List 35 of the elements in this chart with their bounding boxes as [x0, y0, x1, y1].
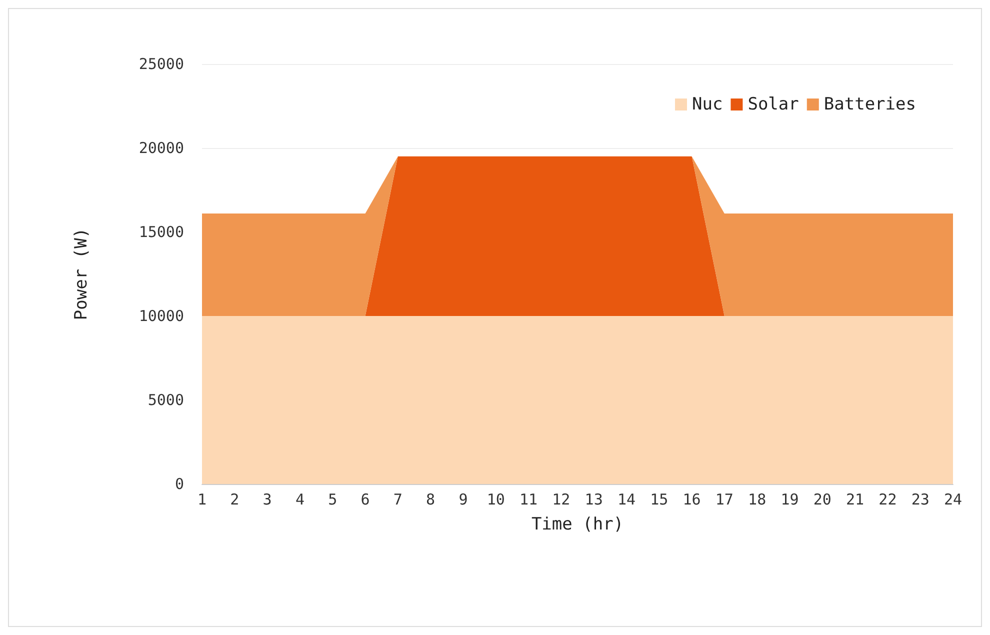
x-tick-label: 13: [584, 490, 603, 508]
legend-label: Nuc: [692, 94, 723, 114]
x-axis-title: Time (hr): [531, 514, 624, 534]
x-tick-label: 7: [393, 490, 402, 508]
x-tick-label: 10: [486, 490, 505, 508]
x-tick-label: 21: [846, 490, 864, 508]
x-tick-label: 20: [813, 490, 832, 508]
x-tick-label: 22: [878, 490, 897, 508]
x-tick-label: 6: [360, 490, 370, 508]
x-tick-label: 12: [552, 490, 570, 508]
x-tick-label: 14: [617, 490, 636, 508]
x-tick-label: 23: [911, 490, 930, 508]
y-tick-label: 20000: [138, 139, 184, 157]
x-tick-label: 19: [780, 490, 799, 508]
x-tick-label: 16: [682, 490, 701, 508]
x-tick-label: 8: [426, 490, 436, 508]
x-tick-label: 3: [262, 490, 272, 508]
x-tick-label: 15: [650, 490, 668, 508]
legend-label: Batteries: [824, 94, 916, 114]
x-tick-label: 24: [944, 490, 962, 508]
y-axis-title: Power (W): [72, 228, 92, 320]
y-tick-label: 0: [174, 475, 184, 493]
legend-label: Solar: [748, 94, 799, 114]
x-tick-label: 4: [295, 490, 304, 508]
y-tick-label: 25000: [138, 55, 184, 73]
x-tick-label: 11: [519, 490, 538, 508]
x-tick-label: 5: [328, 490, 338, 508]
x-tick-label: 17: [715, 490, 734, 508]
x-tick-label: 2: [230, 490, 240, 508]
x-tick-label: 18: [748, 490, 766, 508]
x-tick-label: 1: [197, 490, 207, 508]
y-tick-label: 15000: [138, 223, 184, 241]
y-tick-label: 5000: [148, 391, 184, 409]
y-tick-label: 10000: [138, 307, 184, 325]
x-tick-label: 9: [458, 490, 468, 508]
